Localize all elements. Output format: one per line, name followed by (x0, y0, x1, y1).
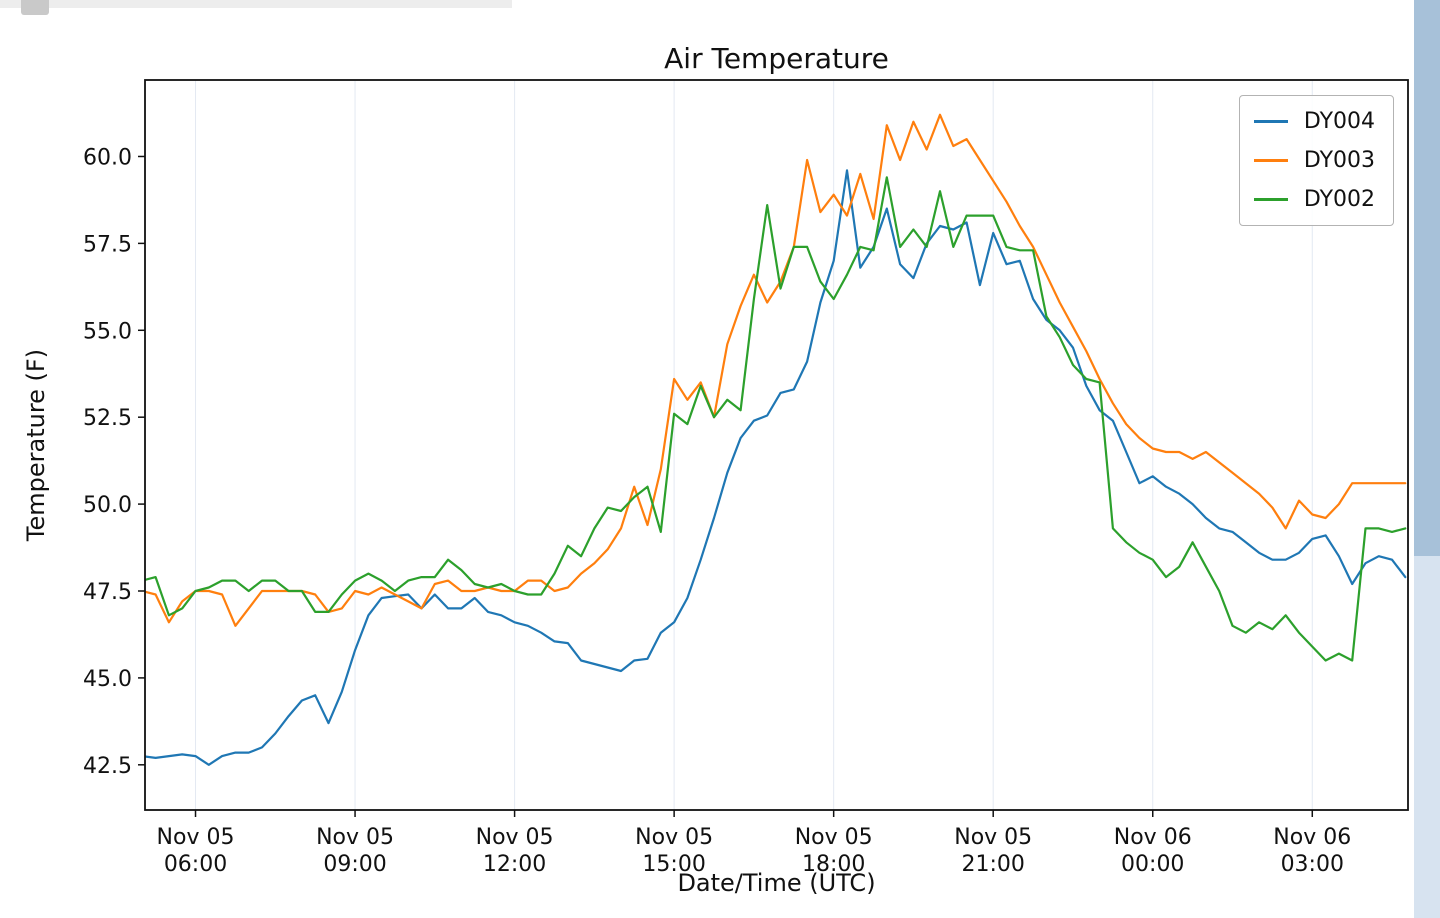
series-line-DY004 (145, 169, 1407, 766)
series-layer (145, 113, 1407, 766)
x-axis-label: Date/Time (UTC) (677, 869, 876, 897)
legend-label: DY004 (1303, 109, 1375, 134)
y-tick-label: 42.5 (83, 754, 132, 779)
legend-line-sample (1253, 120, 1288, 123)
y-tick-label: 50.0 (83, 493, 132, 518)
y-tick-label: 57.5 (83, 232, 132, 257)
plot-frame (144, 79, 1409, 811)
x-tick-label: Nov 05 (954, 825, 1032, 850)
x-tick-label: 03:00 (1281, 852, 1344, 877)
x-tick-label: 21:00 (962, 852, 1025, 877)
x-tick-label: 15:00 (642, 852, 705, 877)
y-axis-label: Temperature (F) (22, 348, 50, 542)
scrollbar-thumb[interactable] (1414, 0, 1440, 556)
y-tick-label: 47.5 (83, 580, 132, 605)
x-tick-label: 09:00 (323, 852, 386, 877)
y-tick-label: 55.0 (83, 319, 132, 344)
x-tick-label: 00:00 (1121, 852, 1184, 877)
legend-label: DY003 (1303, 148, 1375, 173)
grid-layer (195, 80, 1313, 810)
window-chrome-remnant (0, 0, 512, 8)
y-tick-label: 45.0 (83, 667, 132, 692)
x-tick-label: Nov 05 (476, 825, 554, 850)
legend-item-DY004: DY004 (1253, 102, 1375, 141)
x-tick-label: Nov 05 (635, 825, 713, 850)
window-chrome-button (21, 0, 49, 15)
legend-label: DY002 (1303, 187, 1375, 212)
series-line-DY002 (145, 176, 1407, 662)
legend-line-sample (1253, 198, 1288, 201)
x-tick-label: Nov 05 (157, 825, 235, 850)
x-tick-label: Nov 06 (1273, 825, 1351, 850)
x-tick-label: Nov 06 (1114, 825, 1192, 850)
legend-line-sample (1253, 159, 1288, 162)
x-tick-label: 18:00 (802, 852, 865, 877)
y-tick-label: 52.5 (83, 406, 132, 431)
x-tick-label: Nov 05 (795, 825, 873, 850)
x-tick-label: 12:00 (483, 852, 546, 877)
scrollbar[interactable] (1414, 0, 1440, 918)
legend-item-DY002: DY002 (1253, 180, 1375, 219)
legend-item-DY003: DY003 (1253, 141, 1375, 180)
x-tick-label: Nov 05 (316, 825, 394, 850)
x-tick-label: 06:00 (164, 852, 227, 877)
chart-legend: DY004 DY003 DY002 (1238, 95, 1394, 226)
chart-title: Air Temperature (664, 42, 889, 75)
y-tick-label: 60.0 (83, 145, 132, 170)
series-line-DY003 (145, 113, 1407, 627)
